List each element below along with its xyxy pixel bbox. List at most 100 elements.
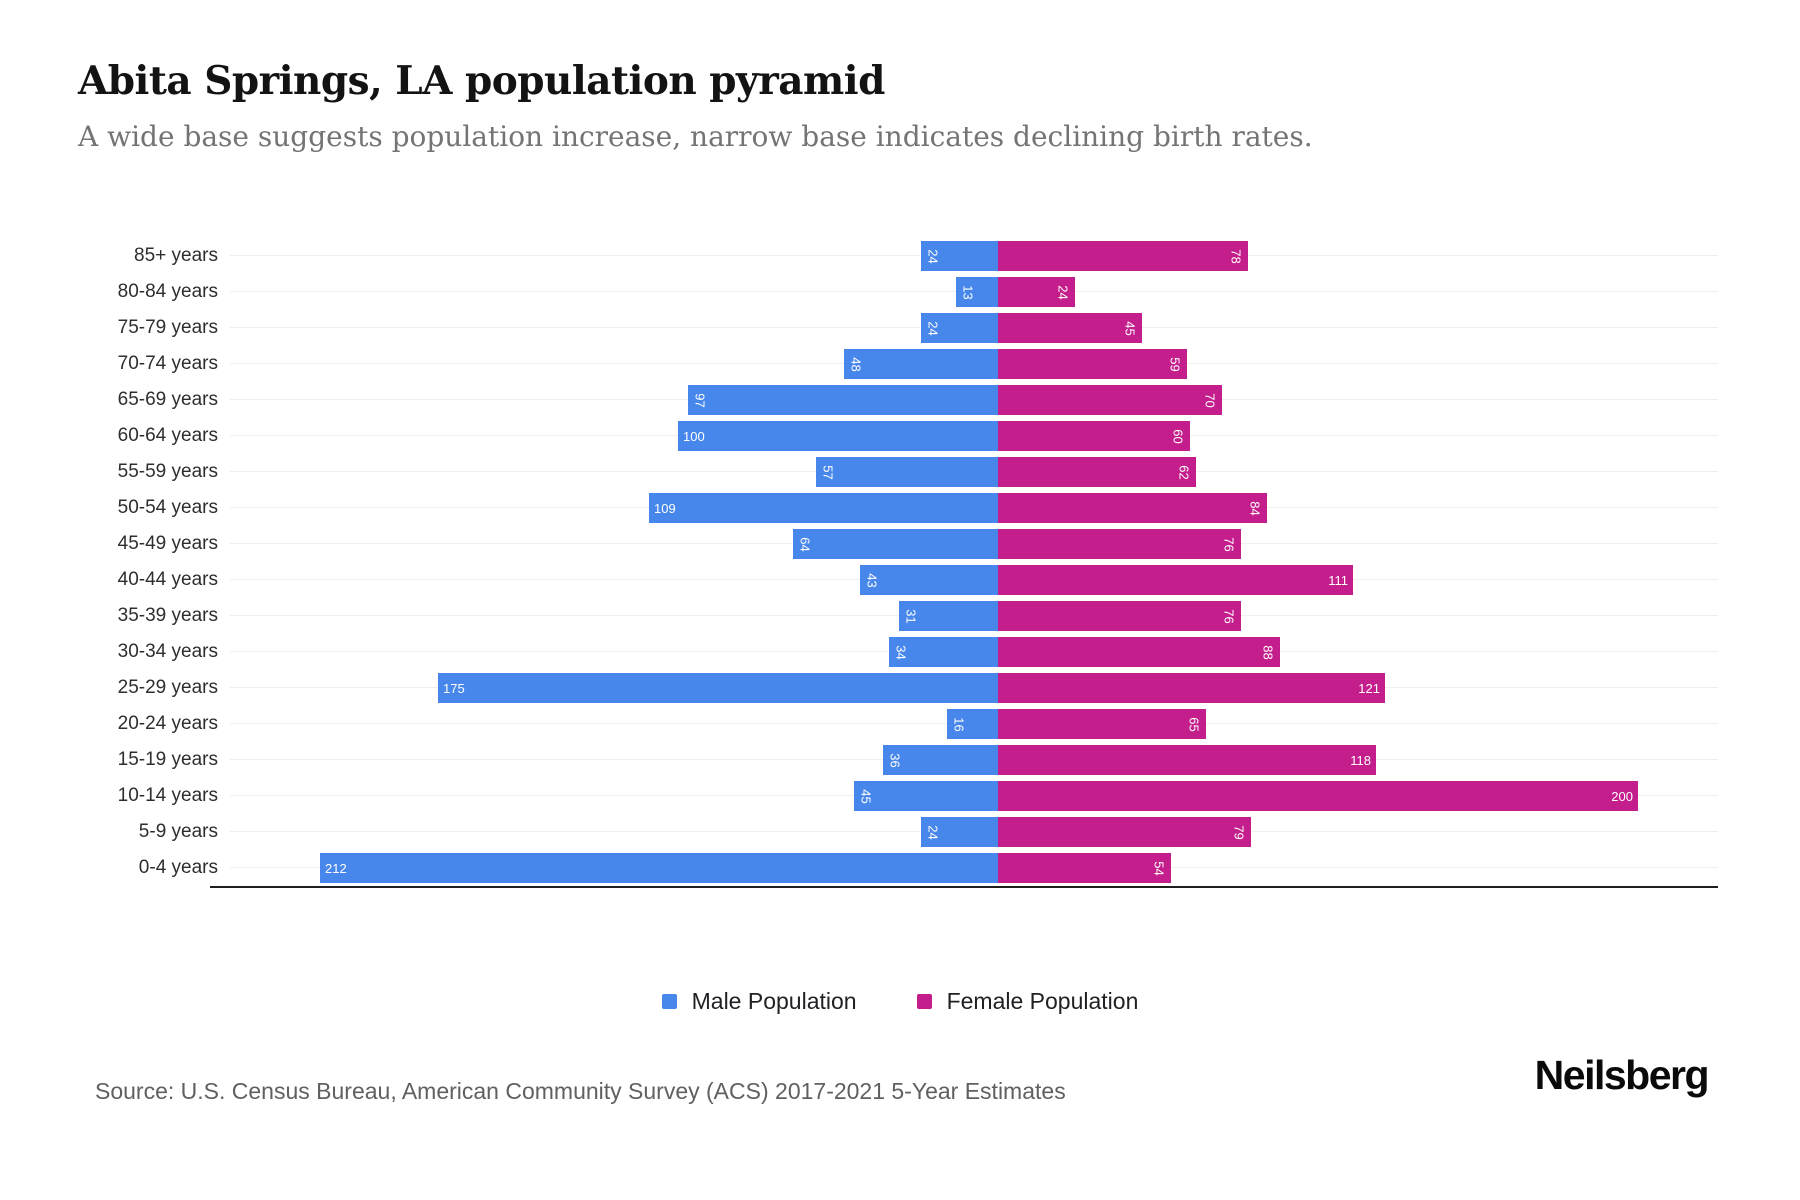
plot-area: 36 118 [230, 742, 1718, 778]
plot-area: 212 54 [230, 850, 1718, 886]
female-bar[interactable]: 111 [998, 565, 1353, 595]
plot-area: 48 59 [230, 346, 1718, 382]
chart-row: 35-39 years 31 76 [78, 598, 1718, 634]
female-population-swatch-icon [916, 994, 932, 1009]
chart-row: 80-84 years 13 24 [78, 274, 1718, 310]
female-bar[interactable]: 65 [998, 709, 1206, 739]
female-bar[interactable]: 54 [998, 853, 1171, 883]
male-bar-value-label: 43 [864, 572, 880, 588]
male-bar[interactable]: 175 [438, 673, 998, 703]
age-group-label: 65-69 years [117, 389, 218, 410]
female-bar[interactable]: 76 [998, 529, 1241, 559]
male-bar-value-label: 24 [925, 320, 941, 336]
legend-item-female-population[interactable]: Female Population [916, 988, 1139, 1015]
female-bar-value-label: 118 [1350, 752, 1371, 768]
male-bar-value-label: 48 [848, 356, 864, 372]
female-bar[interactable]: 79 [998, 817, 1251, 847]
chart-legend: Male Population Female Population [0, 988, 1800, 1015]
plot-area: 13 24 [230, 274, 1718, 310]
female-bar-value-label: 121 [1358, 680, 1380, 696]
male-bar-value-label: 64 [797, 536, 813, 552]
female-bar[interactable]: 88 [998, 637, 1280, 667]
chart-row: 30-34 years 34 88 [78, 634, 1718, 670]
male-bar-value-label: 31 [903, 608, 919, 624]
chart-rows: 85+ years 24 78 80-84 years 13 24 75-79 years 2… [78, 238, 1718, 886]
male-bar[interactable]: 43 [860, 565, 998, 595]
source-text: Source: U.S. Census Bureau, American Com… [95, 1078, 1066, 1104]
chart-row: 0-4 years 212 54 [78, 850, 1718, 886]
male-bar[interactable]: 100 [678, 421, 998, 451]
male-bar[interactable]: 31 [899, 601, 998, 631]
male-bar[interactable]: 48 [844, 349, 998, 379]
male-bar[interactable]: 97 [688, 385, 998, 415]
male-bar-value-label: 97 [692, 392, 708, 408]
chart-row: 20-24 years 16 65 [78, 706, 1718, 742]
male-bar[interactable]: 24 [921, 817, 998, 847]
male-bar[interactable]: 109 [649, 493, 998, 523]
plot-area: 64 76 [230, 526, 1718, 562]
male-bar-value-label: 24 [925, 248, 941, 264]
male-bar[interactable]: 13 [956, 277, 998, 307]
female-bar-value-label: 60 [1170, 428, 1186, 444]
female-bar[interactable]: 59 [998, 349, 1187, 379]
chart-row: 75-79 years 24 45 [78, 310, 1718, 346]
chart-row: 5-9 years 24 79 [78, 814, 1718, 850]
age-group-label: 10-14 years [117, 785, 218, 806]
legend-item-male-population[interactable]: Male Population [661, 988, 857, 1015]
male-bar[interactable]: 24 [921, 313, 998, 343]
plot-area: 34 88 [230, 634, 1718, 670]
female-bar[interactable]: 62 [998, 457, 1196, 487]
female-bar-value-label: 45 [1122, 320, 1138, 336]
female-bar[interactable]: 121 [998, 673, 1385, 703]
population-pyramid-chart: 85+ years 24 78 80-84 years 13 24 75-79 years 2… [78, 238, 1718, 888]
female-bar[interactable]: 78 [998, 241, 1248, 271]
male-bar[interactable]: 36 [883, 745, 998, 775]
male-bar[interactable]: 16 [947, 709, 998, 739]
female-bar[interactable]: 118 [998, 745, 1376, 775]
male-bar-value-label: 100 [683, 428, 705, 444]
age-group-label: 15-19 years [117, 749, 218, 770]
plot-area: 24 79 [230, 814, 1718, 850]
female-bar[interactable]: 84 [998, 493, 1267, 523]
female-bar-value-label: 76 [1221, 608, 1237, 624]
female-bar[interactable]: 45 [998, 313, 1142, 343]
plot-area: 57 62 [230, 454, 1718, 490]
age-group-label: 75-79 years [117, 317, 218, 338]
male-population-swatch-icon [661, 994, 677, 1009]
chart-row: 15-19 years 36 118 [78, 742, 1718, 778]
plot-area: 24 78 [230, 238, 1718, 274]
plot-area: 100 60 [230, 418, 1718, 454]
female-bar[interactable]: 60 [998, 421, 1190, 451]
male-bar-value-label: 109 [654, 500, 676, 516]
male-bar-value-label: 212 [325, 860, 347, 876]
female-bar[interactable]: 76 [998, 601, 1241, 631]
plot-area: 16 65 [230, 706, 1718, 742]
female-bar-value-label: 54 [1151, 860, 1167, 876]
male-bar[interactable]: 212 [320, 853, 998, 883]
male-bar[interactable]: 57 [816, 457, 998, 487]
age-group-label: 45-49 years [117, 533, 218, 554]
age-group-label: 25-29 years [117, 677, 218, 698]
female-bar[interactable]: 70 [998, 385, 1222, 415]
male-bar[interactable]: 64 [793, 529, 998, 559]
male-bar-value-label: 24 [925, 824, 941, 840]
female-bar[interactable]: 24 [998, 277, 1075, 307]
neilsberg-logo[interactable]: Neilsberg [1534, 1052, 1710, 1098]
female-bar-value-label: 59 [1167, 356, 1183, 372]
male-bar[interactable]: 45 [854, 781, 998, 811]
female-bar-value-label: 200 [1611, 788, 1633, 804]
age-group-label: 5-9 years [138, 821, 218, 842]
female-bar-value-label: 79 [1231, 824, 1247, 840]
female-bar[interactable]: 200 [998, 781, 1638, 811]
male-bar[interactable]: 34 [889, 637, 998, 667]
chart-row: 85+ years 24 78 [78, 238, 1718, 274]
male-bar[interactable]: 24 [921, 241, 998, 271]
male-bar-value-label: 45 [858, 788, 874, 804]
male-bar-value-label: 13 [960, 284, 976, 300]
age-group-label: 85+ years [134, 245, 218, 266]
female-bar-value-label: 84 [1247, 500, 1263, 516]
plot-area: 109 84 [230, 490, 1718, 526]
chart-row: 70-74 years 48 59 [78, 346, 1718, 382]
female-bar-value-label: 62 [1176, 464, 1192, 480]
legend-label: Female Population [946, 988, 1139, 1014]
